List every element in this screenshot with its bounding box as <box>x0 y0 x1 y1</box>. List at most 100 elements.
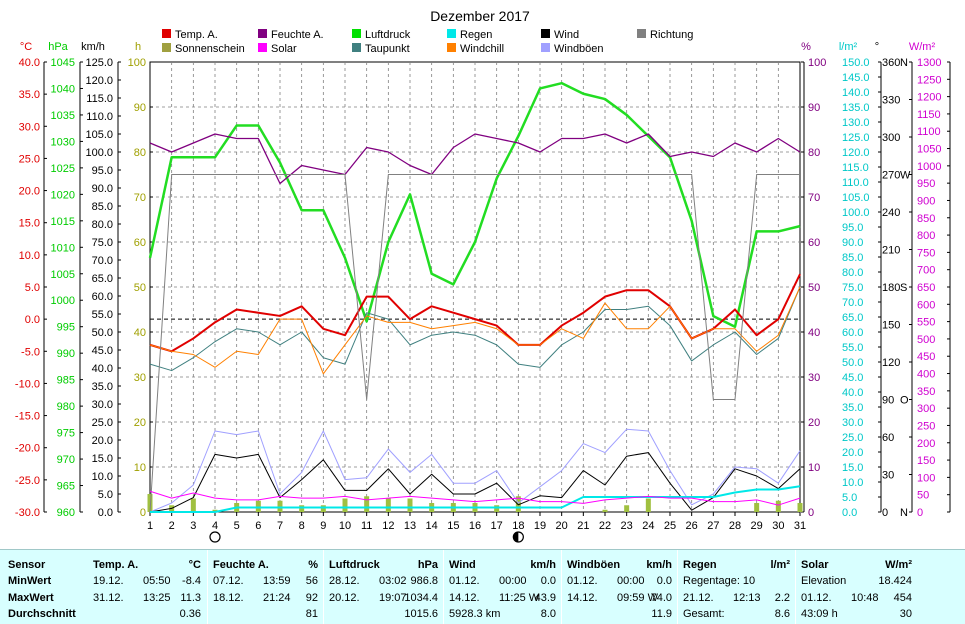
y-tick-label: 60 <box>134 237 146 249</box>
y-tick-label: 60.0 <box>92 291 113 303</box>
stats-cell-time: 00:00 <box>499 575 527 587</box>
direction-label: W <box>900 170 911 182</box>
y-tick-label: 30.0 <box>92 399 113 411</box>
y-tick-label: -20.0 <box>15 443 40 455</box>
series-line-feuchte-a- <box>149 133 801 185</box>
y-tick-label: 800 <box>917 230 935 242</box>
stats-cell-date: 01.12. <box>567 575 598 587</box>
y-tick-label: 115.0 <box>86 93 113 105</box>
x-tick-label: 16 <box>469 520 481 532</box>
y-tick-label: 250 <box>917 420 935 432</box>
y-tick-label: 90 <box>134 102 146 114</box>
y-tick-label: 25.0 <box>92 417 113 429</box>
x-tick-label: 27 <box>707 520 719 532</box>
stats-column-title: Luftdruck <box>329 559 380 571</box>
y-tick-label: 50 <box>917 490 929 502</box>
axis-unit-label: hPa <box>48 41 68 53</box>
series-line-luftdruck <box>148 81 801 328</box>
legend-label: Temp. A. <box>175 29 218 41</box>
stats-column-title: Feuchte A. <box>213 559 269 571</box>
y-tick-label: 15.0 <box>92 453 113 465</box>
y-tick-label: 120.0 <box>85 75 113 87</box>
y-tick-label: 20 <box>808 417 820 429</box>
y-tick-label: 150 <box>917 455 935 467</box>
y-tick-label: 985 <box>57 375 75 387</box>
legend-swatch <box>258 43 267 52</box>
stats-column: Feuchte A.% 07.12. 13:59 56 18.12. 21:24 92 81 <box>207 550 324 624</box>
x-tick-label: 2 <box>169 520 175 532</box>
stats-cell-value: 0.0 <box>656 575 672 587</box>
sunshine-bar <box>342 498 348 512</box>
y-tick-label: 30 <box>882 470 894 482</box>
stats-cell-date: 18.12. <box>213 592 244 604</box>
legend-label: Windchill <box>460 43 504 55</box>
y-tick-label: 140.0 <box>842 87 870 99</box>
y-tick-label: 40.0 <box>842 387 863 399</box>
y-tick-label: 360 <box>882 57 900 69</box>
direction-label: O <box>900 395 909 407</box>
y-tick-label: 950 <box>917 178 935 190</box>
y-tick-label: 0 <box>808 507 814 519</box>
stats-cell-value: 0.36 <box>179 608 201 620</box>
x-tick-label: 28 <box>729 520 741 532</box>
y-tick-label: 50.0 <box>92 327 113 339</box>
direction-label: N <box>900 57 908 69</box>
stats-cell-value: 454 <box>893 592 912 604</box>
series-line-windchill <box>149 286 801 375</box>
y-tick-label: 80.0 <box>92 219 113 231</box>
x-tick-label: 20 <box>556 520 568 532</box>
x-tick-label: 13 <box>404 520 416 532</box>
sunshine-bar <box>320 505 326 512</box>
y-tick-label: 1040 <box>51 83 75 95</box>
stats-column-unit: km/h <box>530 559 556 571</box>
y-tick-label: 30.0 <box>842 417 863 429</box>
y-tick-label: 240 <box>882 207 900 219</box>
y-tick-label: 100 <box>808 57 826 69</box>
moon-phase-new-icon <box>209 531 221 543</box>
legend-swatch <box>637 29 646 38</box>
stats-cell-value: -8.4 <box>182 575 201 587</box>
sunshine-bar <box>255 500 261 512</box>
y-tick-label: 1100 <box>917 126 941 138</box>
series-line-solar <box>149 490 801 506</box>
y-tick-label: 105.0 <box>85 129 113 141</box>
y-tick-label: 75.0 <box>842 282 863 294</box>
x-tick-label: 12 <box>382 520 394 532</box>
x-tick-label: 7 <box>277 520 283 532</box>
stats-cell-date: 14.12. <box>567 592 598 604</box>
y-tick-label: 70 <box>134 192 146 204</box>
x-tick-label: 17 <box>491 520 503 532</box>
y-tick-label: 25.0 <box>842 432 863 444</box>
stats-cell-time: 10:48 <box>851 592 879 604</box>
y-tick-label: -5.0 <box>21 346 40 358</box>
legend-label: Regen <box>460 29 492 41</box>
y-tick-label: 100 <box>128 57 146 69</box>
y-tick-label: 600 <box>917 299 935 311</box>
y-tick-label: 0.0 <box>25 314 40 326</box>
y-tick-label: 25.0 <box>19 153 40 165</box>
legend-swatch <box>541 43 550 52</box>
y-tick-label: 80 <box>134 147 146 159</box>
y-tick-label: 30 <box>808 372 820 384</box>
legend-swatch <box>352 43 361 52</box>
y-tick-label: 1000 <box>51 295 75 307</box>
y-tick-label: 15.0 <box>19 218 40 230</box>
stats-column: Wind km/h 01.12. 00:00 0.0 14.12. 11:25 W 43.9 5… <box>443 550 562 624</box>
stats-column: Regen l/m² Regentage: 10 21.12. 12:13 2.2 Gesa… <box>677 550 796 624</box>
stats-cell-date: 20.12. <box>329 592 360 604</box>
y-tick-label: 210 <box>882 245 900 257</box>
y-tick-label: 180 <box>882 282 900 294</box>
stats-cell-date: 01.12. <box>801 592 832 604</box>
legend-label: Feuchte A. <box>271 29 324 41</box>
y-tick-label: 150.0 <box>842 57 870 69</box>
y-tick-label: 40.0 <box>19 57 40 69</box>
y-tick-label: 20 <box>134 417 146 429</box>
y-tick-label: 1010 <box>51 242 75 254</box>
y-tick-label: 130.0 <box>842 117 870 129</box>
y-tick-label: 400 <box>917 369 935 381</box>
axis-unit-label: °C <box>20 41 32 53</box>
stats-cell-time: 13:59 <box>263 575 291 587</box>
x-tick-label: 14 <box>426 520 438 532</box>
legend-label: Sonnenschein <box>175 43 245 55</box>
y-tick-label: 110.0 <box>842 177 869 189</box>
